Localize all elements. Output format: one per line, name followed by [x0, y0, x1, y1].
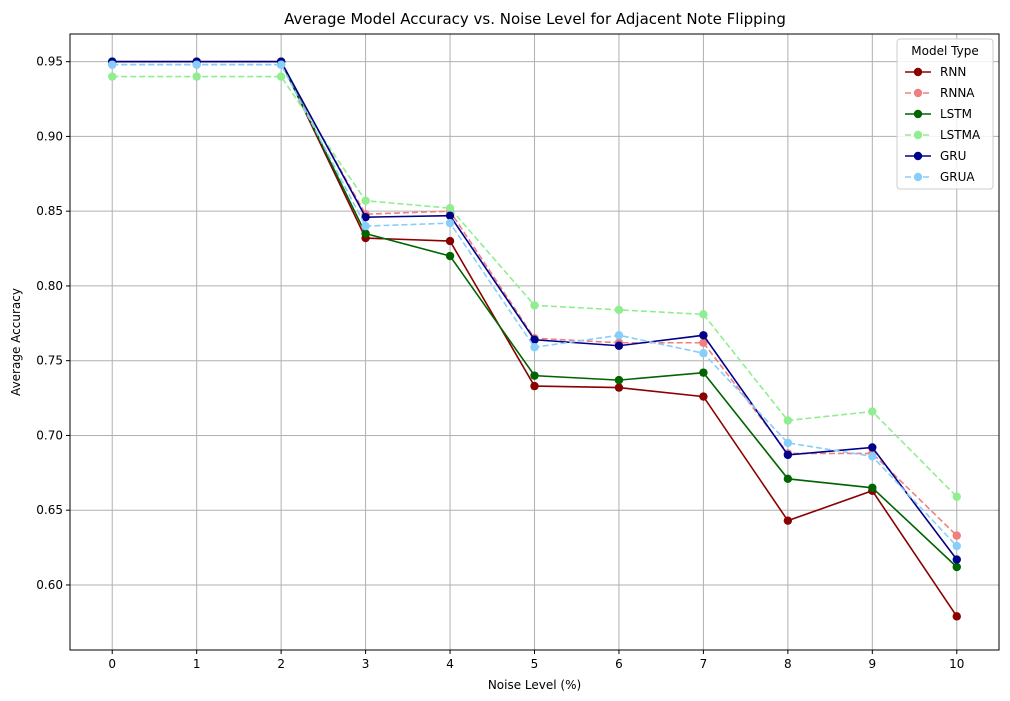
legend-label: RNNA [940, 86, 975, 100]
y-tick-label: 0.65 [36, 503, 63, 517]
data-point [952, 541, 961, 551]
data-point [445, 251, 455, 261]
y-tick-label: 0.95 [36, 55, 63, 69]
data-point [530, 301, 539, 310]
legend-label: LSTM [940, 107, 972, 121]
data-point [783, 416, 793, 425]
x-tick-label: 10 [949, 657, 964, 671]
data-point [783, 450, 793, 460]
data-point [614, 383, 624, 392]
data-point [530, 371, 539, 380]
legend-label: RNN [940, 65, 966, 79]
x-tick-label: 6 [615, 657, 623, 671]
y-tick-label: 0.80 [36, 279, 63, 293]
x-tick-label: 4 [446, 657, 454, 671]
data-point [108, 72, 117, 81]
data-point [699, 392, 708, 401]
axis-ticks: 0 1 2 3 4 5 6 7 8 9 10 0.60 0.65 0.70 0.75 0.80 0.85 0.90… [36, 55, 964, 671]
data-point [361, 212, 370, 222]
data-point [530, 335, 539, 344]
series-layer [108, 57, 961, 621]
data-point [868, 452, 877, 461]
legend-item-rnna: RNNA [905, 86, 975, 100]
x-tick-label: 7 [700, 657, 708, 671]
x-tick-label: 8 [784, 657, 792, 671]
data-point [952, 492, 961, 501]
data-point [192, 60, 201, 69]
data-point [699, 310, 708, 319]
data-point [868, 407, 877, 416]
data-point [614, 305, 624, 315]
legend-label: GRU [940, 149, 966, 163]
legend-label: GRUA [940, 170, 975, 184]
legend-marker [913, 109, 923, 119]
data-point [868, 483, 877, 492]
data-point [783, 516, 793, 525]
series-grua [108, 60, 961, 551]
chart-title: Average Model Accuracy vs. Noise Level f… [284, 10, 786, 28]
data-point [361, 229, 370, 238]
x-tick-label: 5 [531, 657, 539, 671]
data-point [952, 612, 961, 621]
legend-item-lstm: LSTM [905, 107, 972, 121]
y-tick-label: 0.85 [36, 204, 63, 218]
data-point [868, 443, 877, 452]
legend-item-rnn: RNN [905, 65, 966, 79]
data-point [614, 331, 624, 340]
x-tick-label: 9 [868, 657, 876, 671]
data-point [952, 531, 961, 540]
data-point [530, 343, 539, 352]
legend-item-gru: GRU [905, 149, 966, 163]
data-point [530, 381, 539, 391]
data-point [445, 236, 455, 246]
y-axis-title: Average Accuracy [9, 288, 23, 396]
data-point [361, 221, 370, 231]
x-tick-label: 1 [193, 657, 201, 671]
data-point [699, 368, 708, 377]
data-point [783, 438, 793, 448]
data-point [276, 60, 286, 69]
x-axis-title: Noise Level (%) [488, 678, 581, 692]
legend-item-grua: GRUA [905, 170, 975, 184]
data-point [614, 375, 624, 385]
data-point [952, 562, 961, 572]
legend-marker [913, 172, 923, 182]
data-point [699, 349, 708, 358]
legend-item-lstma: LSTMA [905, 128, 981, 142]
data-point [783, 474, 793, 484]
data-point [445, 218, 455, 228]
legend-label: LSTMA [940, 128, 981, 142]
x-tick-label: 0 [108, 657, 116, 671]
y-tick-label: 0.75 [36, 354, 63, 368]
legend-box [896, 38, 994, 190]
data-point [952, 555, 961, 564]
legend-marker [913, 130, 923, 140]
data-point [276, 72, 286, 81]
x-tick-label: 3 [362, 657, 370, 671]
legend-title: Model Type [911, 44, 978, 58]
legend-marker [913, 151, 923, 161]
data-point [361, 196, 370, 205]
legend: Model Type RNN RNNA LSTM LSTMA GRU GRUA [896, 38, 994, 190]
y-tick-label: 0.60 [36, 578, 63, 592]
legend-marker [913, 67, 923, 77]
data-point [614, 341, 624, 350]
x-tick-label: 2 [277, 657, 285, 671]
y-tick-label: 0.90 [36, 129, 63, 143]
data-point [699, 331, 708, 340]
legend-marker [913, 88, 923, 98]
data-point [699, 338, 708, 347]
data-point [445, 211, 455, 220]
series-lstma [108, 72, 961, 501]
data-point [108, 60, 117, 69]
data-point [192, 72, 201, 81]
data-point [445, 203, 455, 213]
y-tick-label: 0.70 [36, 428, 63, 442]
